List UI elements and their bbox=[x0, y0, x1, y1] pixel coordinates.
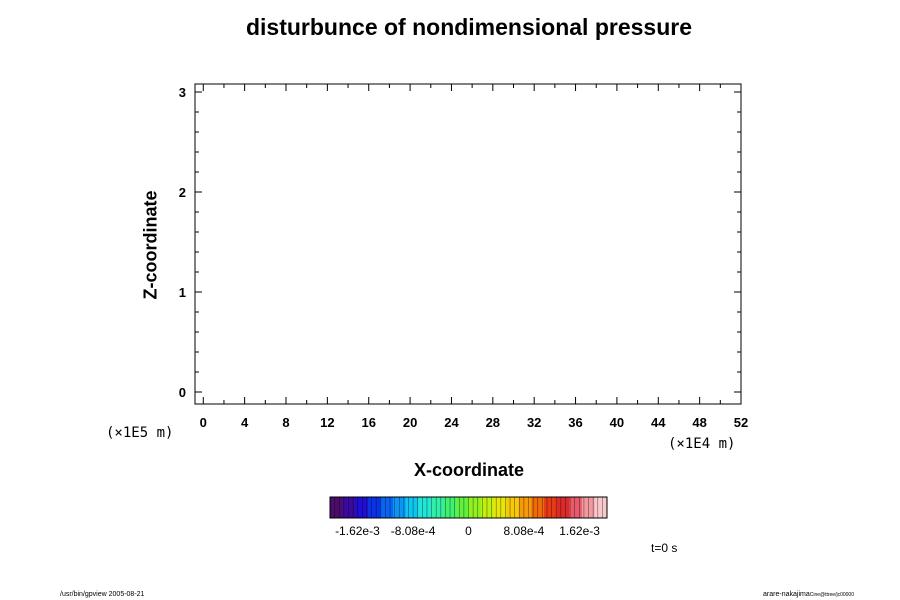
colorbar-swatch bbox=[405, 497, 419, 518]
y-tick-label: 1 bbox=[179, 285, 186, 300]
colorbar-label: 8.08e-4 bbox=[504, 524, 545, 538]
colorbar-swatch bbox=[468, 497, 482, 518]
x-tick-label: 48 bbox=[692, 415, 706, 430]
colorbar-label: -8.08e-4 bbox=[391, 524, 436, 538]
x-tick-label: 52 bbox=[734, 415, 748, 430]
colorbar-swatch bbox=[506, 497, 520, 518]
x-tick-label: 32 bbox=[527, 415, 541, 430]
x-tick-label: 16 bbox=[361, 415, 375, 430]
x-tick-label: 8 bbox=[282, 415, 289, 430]
colorbar-label: -1.62e-3 bbox=[335, 524, 380, 538]
colorbar-swatch bbox=[556, 497, 570, 518]
colorbar-swatch bbox=[493, 497, 507, 518]
colorbar: -1.62e-3 -8.08e-4 0 8.08e-4 1.62e-3 bbox=[329, 496, 608, 538]
colorbar-swatch bbox=[380, 497, 394, 518]
colorbar-outline bbox=[329, 496, 608, 519]
y-tick-label: 0 bbox=[179, 385, 186, 400]
colorbar-swatch bbox=[569, 497, 583, 518]
footer-right-sub: Cine@ttree/jc00000 bbox=[809, 592, 854, 598]
plot-frame-rect bbox=[194, 83, 742, 405]
colorbar-label: 1.62e-3 bbox=[559, 524, 600, 538]
plot-frame bbox=[194, 83, 742, 405]
x-axis-label: X-coordinate bbox=[413, 460, 524, 480]
y-axis-label: Z-coordinate bbox=[140, 190, 161, 300]
x-axis-unit: (×1E4 m) bbox=[668, 436, 736, 452]
colorbar-swatch bbox=[330, 497, 343, 518]
y-tick-label: 3 bbox=[179, 85, 186, 100]
time-label: t=0 s bbox=[651, 541, 678, 555]
footer-right: arare-nakajimaCine@ttree/jc00000 bbox=[763, 591, 854, 598]
footer-left: /usr/bin/gpview 2005-08-21 bbox=[60, 591, 145, 598]
chart-title: disturbunce of nondimensional pressure bbox=[245, 14, 692, 40]
x-tick-label: 0 bbox=[200, 415, 207, 430]
y-tick-label: 2 bbox=[179, 185, 186, 200]
x-tick-label: 28 bbox=[486, 415, 500, 430]
x-tick-label: 12 bbox=[320, 415, 334, 430]
colorbar-swatch bbox=[481, 497, 494, 518]
x-tick-label: 20 bbox=[403, 415, 417, 430]
colorbar-swatch bbox=[455, 497, 469, 518]
x-tick-label: 4 bbox=[241, 415, 249, 430]
colorbar-label: 0 bbox=[465, 524, 472, 538]
axis-ticks bbox=[195, 84, 742, 404]
colorbar-swatch bbox=[355, 497, 369, 518]
footer-right-main: arare-nakajima bbox=[763, 591, 810, 598]
colorbar-swatch bbox=[518, 497, 532, 518]
colorbar-swatch bbox=[594, 497, 608, 518]
colorbar-swatch bbox=[544, 497, 557, 518]
x-tick-label: 44 bbox=[651, 415, 666, 430]
colorbar-swatch bbox=[430, 497, 444, 518]
colorbar-swatch bbox=[418, 497, 432, 518]
colorbar-swatch bbox=[342, 497, 356, 518]
x-tick-label: 24 bbox=[444, 415, 459, 430]
y-axis-unit: (×1E5 m) bbox=[106, 425, 174, 441]
x-tick-label: 36 bbox=[568, 415, 582, 430]
x-tick-label: 40 bbox=[610, 415, 624, 430]
colorbar-swatch bbox=[367, 497, 381, 518]
